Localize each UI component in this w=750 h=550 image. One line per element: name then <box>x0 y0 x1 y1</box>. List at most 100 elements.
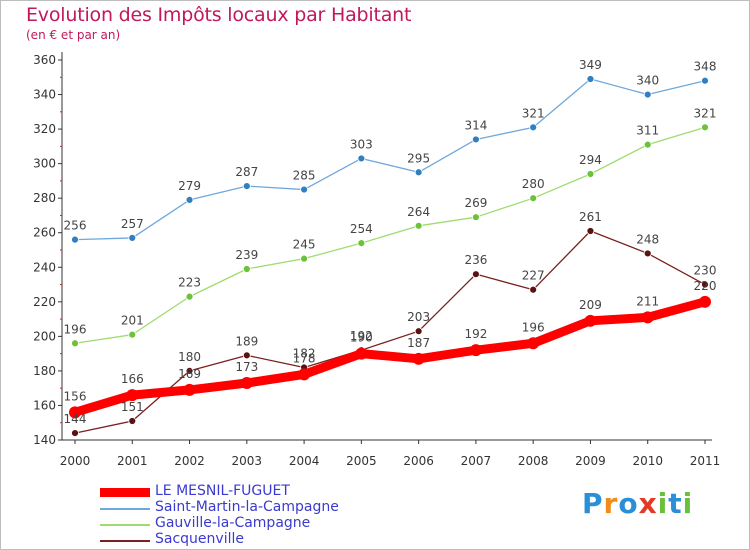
logo-letter: o <box>618 487 639 520</box>
y-tick-label: 200 <box>33 329 56 343</box>
data-label: 254 <box>350 222 373 236</box>
x-tick-label: 2010 <box>632 454 663 468</box>
legend-swatch <box>100 488 150 497</box>
data-point <box>414 168 423 177</box>
y-tick-label: 220 <box>33 295 56 309</box>
data-point <box>701 123 709 132</box>
data-label: 211 <box>636 294 659 308</box>
chart-subtitle: (en € et par an) <box>26 28 121 42</box>
data-point <box>643 90 652 99</box>
data-label: 245 <box>293 238 316 252</box>
y-tick-label: 340 <box>33 88 56 102</box>
data-point <box>185 367 194 375</box>
data-label: 248 <box>636 232 659 246</box>
data-label: 156 <box>64 389 87 403</box>
data-point <box>128 234 137 242</box>
data-point <box>527 337 540 350</box>
data-point <box>242 351 251 360</box>
data-label: 182 <box>293 346 316 360</box>
data-label: 287 <box>235 165 258 179</box>
data-point <box>641 311 654 324</box>
data-label: 192 <box>350 329 373 343</box>
data-point <box>185 196 194 204</box>
chart-axes: 140 160 180 200 220 240 260 280 300 320 340 360 2000… <box>33 52 720 468</box>
y-tick-label: 280 <box>33 191 56 205</box>
data-label: 209 <box>579 298 602 312</box>
data-point <box>469 344 482 357</box>
data-label: 203 <box>407 310 430 324</box>
y-tick-label: 160 <box>33 398 56 412</box>
data-label: 295 <box>407 151 430 165</box>
y-tick-label: 240 <box>33 260 56 274</box>
data-point <box>300 254 308 263</box>
legend-label: Saint-Martin-la-Campagne <box>155 499 339 515</box>
data-point <box>414 221 423 230</box>
data-label: 269 <box>464 196 487 210</box>
data-label: 349 <box>579 58 602 72</box>
data-point <box>128 417 137 425</box>
data-point <box>472 135 480 144</box>
data-point <box>300 185 308 194</box>
data-label: 303 <box>350 137 373 151</box>
series-line <box>74 126 706 344</box>
data-point <box>355 347 368 360</box>
y-tick-label: 360 <box>33 53 56 67</box>
legend-label: Sacquenville <box>155 531 244 547</box>
series-line <box>74 230 706 434</box>
data-label: 264 <box>407 205 430 219</box>
data-label: 223 <box>178 276 201 290</box>
x-tick-label: 2007 <box>461 454 492 468</box>
data-point <box>242 182 251 190</box>
x-tick-label: 2002 <box>174 454 205 468</box>
chart-title: Evolution des Impôts locaux par Habitant <box>26 4 412 26</box>
series-line <box>70 297 710 417</box>
data-point <box>240 377 253 389</box>
data-point <box>185 292 194 301</box>
logo-letter: i <box>682 487 694 520</box>
data-label: 256 <box>64 219 87 233</box>
data-point <box>643 140 652 149</box>
data-label: 166 <box>121 372 144 386</box>
x-tick-label: 2000 <box>60 454 91 468</box>
data-point <box>643 249 652 258</box>
data-point <box>701 280 709 289</box>
data-point <box>586 227 595 235</box>
data-label: 230 <box>694 264 717 278</box>
data-point <box>242 265 251 273</box>
data-label: 314 <box>464 118 487 132</box>
data-label: 321 <box>694 106 717 120</box>
data-label: 220 <box>694 279 717 293</box>
data-point <box>71 235 79 244</box>
x-tick-label: 2005 <box>346 454 377 468</box>
data-point <box>529 194 538 203</box>
logo-letter: i <box>657 487 669 520</box>
y-tick-label: 140 <box>33 433 56 447</box>
x-tick-label: 2006 <box>403 454 434 468</box>
legend-swatch <box>100 524 150 526</box>
legend-label: Gauville-la-Campagne <box>155 515 311 531</box>
data-label: 261 <box>579 210 602 224</box>
data-point <box>699 295 711 308</box>
y-tick-label: 180 <box>33 364 56 378</box>
x-tick-label: 2001 <box>117 454 148 468</box>
data-label: 187 <box>407 336 430 350</box>
logo-letter: P <box>582 487 604 520</box>
data-point <box>357 239 366 247</box>
series-lines <box>69 75 711 437</box>
legend-label: LE MESNIL-FUGUET <box>155 483 290 499</box>
data-point <box>71 429 79 437</box>
data-point <box>183 383 196 396</box>
data-point <box>298 368 311 381</box>
data-label: 189 <box>235 334 258 348</box>
data-point <box>357 154 366 163</box>
data-label: 180 <box>178 350 201 364</box>
data-label: 196 <box>64 322 87 336</box>
data-point <box>472 213 480 222</box>
data-label: 201 <box>121 314 144 328</box>
y-tick-label: 320 <box>33 122 56 136</box>
data-point <box>412 352 425 365</box>
y-tick-label: 260 <box>33 226 56 240</box>
data-point <box>586 75 595 83</box>
data-point <box>529 285 538 294</box>
